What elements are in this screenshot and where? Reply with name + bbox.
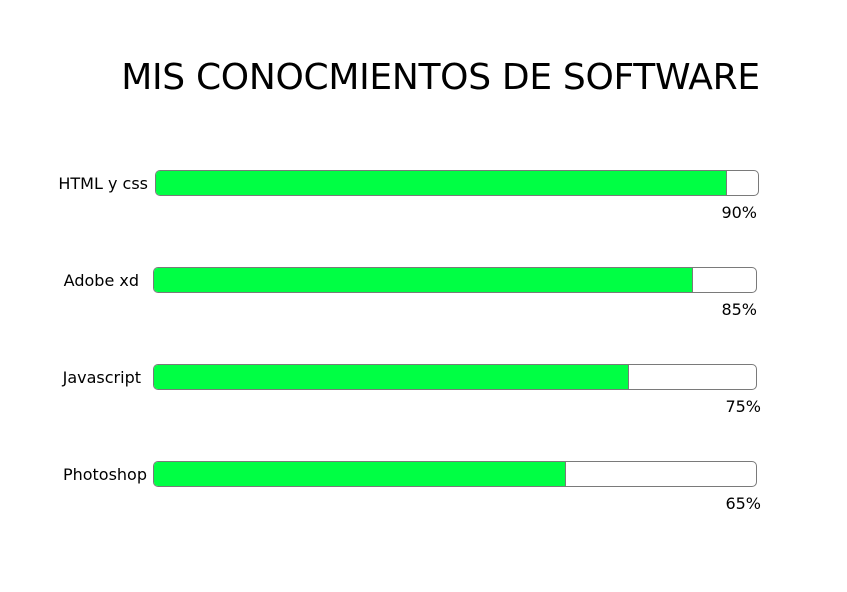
skill-row: HTML y css 90% bbox=[0, 170, 847, 230]
skill-label: Javascript bbox=[62, 368, 141, 387]
skill-bar-track bbox=[155, 170, 759, 196]
skill-percent-label: 65% bbox=[725, 494, 761, 513]
skill-bar-track bbox=[153, 267, 757, 293]
skill-row: Photoshop 65% bbox=[0, 461, 847, 521]
skill-row: Adobe xd 85% bbox=[0, 267, 847, 327]
skill-percent-label: 90% bbox=[721, 203, 757, 222]
skill-bar-track bbox=[153, 364, 757, 390]
skill-label: HTML y css bbox=[58, 174, 148, 193]
chart-title: MIS CONOCMIENTOS DE SOFTWARE bbox=[121, 57, 760, 98]
skill-label: Photoshop bbox=[62, 465, 147, 484]
skill-bar-fill bbox=[154, 462, 566, 486]
skill-bar-fill bbox=[156, 171, 727, 195]
skill-bar-fill bbox=[154, 365, 629, 389]
skill-percent-label: 75% bbox=[725, 397, 761, 416]
skill-label: Adobe xd bbox=[63, 271, 139, 290]
skill-bar-fill bbox=[154, 268, 693, 292]
skill-bar-track bbox=[153, 461, 757, 487]
skill-row: Javascript 75% bbox=[0, 364, 847, 424]
skill-percent-label: 85% bbox=[721, 300, 757, 319]
